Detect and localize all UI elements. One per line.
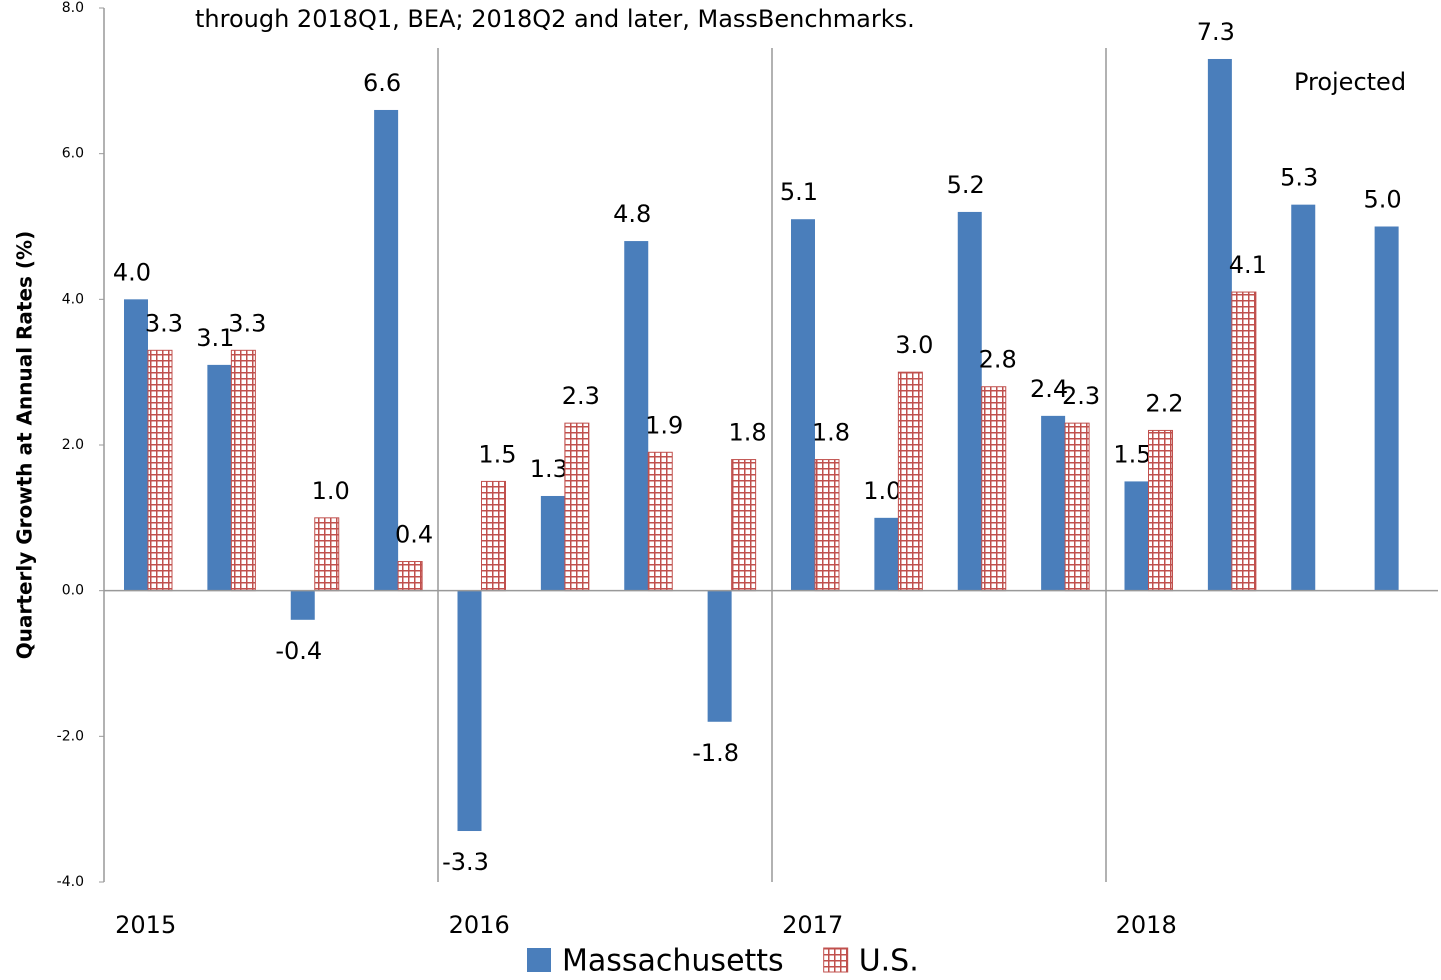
data-label: 2.8 [979,346,1017,374]
bar [707,590,732,722]
y-tick-label: -4.0 [57,874,84,890]
data-label: 3.0 [895,331,933,359]
bar [397,561,423,592]
data-label: 1.3 [530,455,568,483]
data-label: 2.2 [1145,389,1183,417]
y-tick-label: -2.0 [57,728,84,744]
bar [1231,291,1257,592]
legend-swatch [527,948,551,972]
data-label: 1.5 [478,440,516,468]
data-label: -1.8 [692,739,739,767]
data-label: 1.0 [312,477,350,505]
data-label: 3.1 [196,324,234,352]
bar [814,459,840,592]
y-axis-title: Quarterly Growth at Annual Rates (%) [13,231,37,659]
bar [1291,204,1316,591]
bar [647,451,673,592]
data-label: 1.0 [863,477,901,505]
data-label: 5.2 [947,171,985,199]
data-label: 5.3 [1280,164,1318,192]
bar [1041,415,1066,591]
bar [1207,58,1232,591]
data-label: -3.3 [442,848,489,876]
data-label: 0.4 [395,521,433,549]
bar [897,371,923,592]
bar [1124,481,1149,591]
bar [564,422,590,592]
legend-swatch [823,947,849,973]
x-tick-label: 2017 [782,911,843,939]
bar [147,349,173,592]
bar [540,495,565,591]
annotation: Projected [1294,68,1406,96]
bar [1374,226,1399,591]
y-tick-label: 4.0 [62,291,84,307]
data-label: 3.3 [145,309,183,337]
bar [981,386,1007,592]
data-label: 2.3 [562,382,600,410]
x-tick-label: 2016 [449,911,510,939]
bar [290,590,315,620]
bar [457,590,482,832]
data-label: 5.1 [780,178,818,206]
data-label: 2.4 [1030,375,1068,403]
bar [230,349,256,592]
data-label: 6.6 [363,69,401,97]
y-tick-label: 6.0 [62,146,84,162]
bar [124,299,148,591]
data-label: 7.3 [1197,18,1235,46]
data-label: 2.3 [1062,382,1100,410]
data-label: 3.3 [228,309,266,337]
bar [624,241,649,591]
bar [957,211,982,591]
data-label: 1.5 [1113,440,1151,468]
bar [791,219,815,591]
bar [314,517,340,592]
data-label: 4.1 [1229,251,1267,279]
y-tick-label: 8.0 [62,0,84,16]
legend-label: Massachusetts [562,944,784,979]
data-label: 5.0 [1364,186,1402,214]
bar [207,364,232,591]
x-tick-label: 2015 [115,911,176,939]
subtitle: through 2018Q1, BEA; 2018Q2 and later, M… [195,5,915,33]
bar [1148,429,1173,592]
data-label: 1.9 [645,411,683,439]
data-label: 4.0 [113,258,151,286]
x-tick-label: 2018 [1116,911,1177,939]
bar [731,459,757,592]
legend-label: U.S. [859,944,919,979]
bar [374,109,399,591]
bar [874,517,899,591]
data-label: 1.8 [729,419,767,447]
y-tick-label: 0.0 [62,583,84,599]
data-label: 4.8 [613,200,651,228]
data-label: -0.4 [275,637,322,665]
data-label: 1.8 [812,419,850,447]
bar [481,480,506,592]
y-tick-label: 2.0 [62,437,84,453]
bar [1064,422,1090,592]
